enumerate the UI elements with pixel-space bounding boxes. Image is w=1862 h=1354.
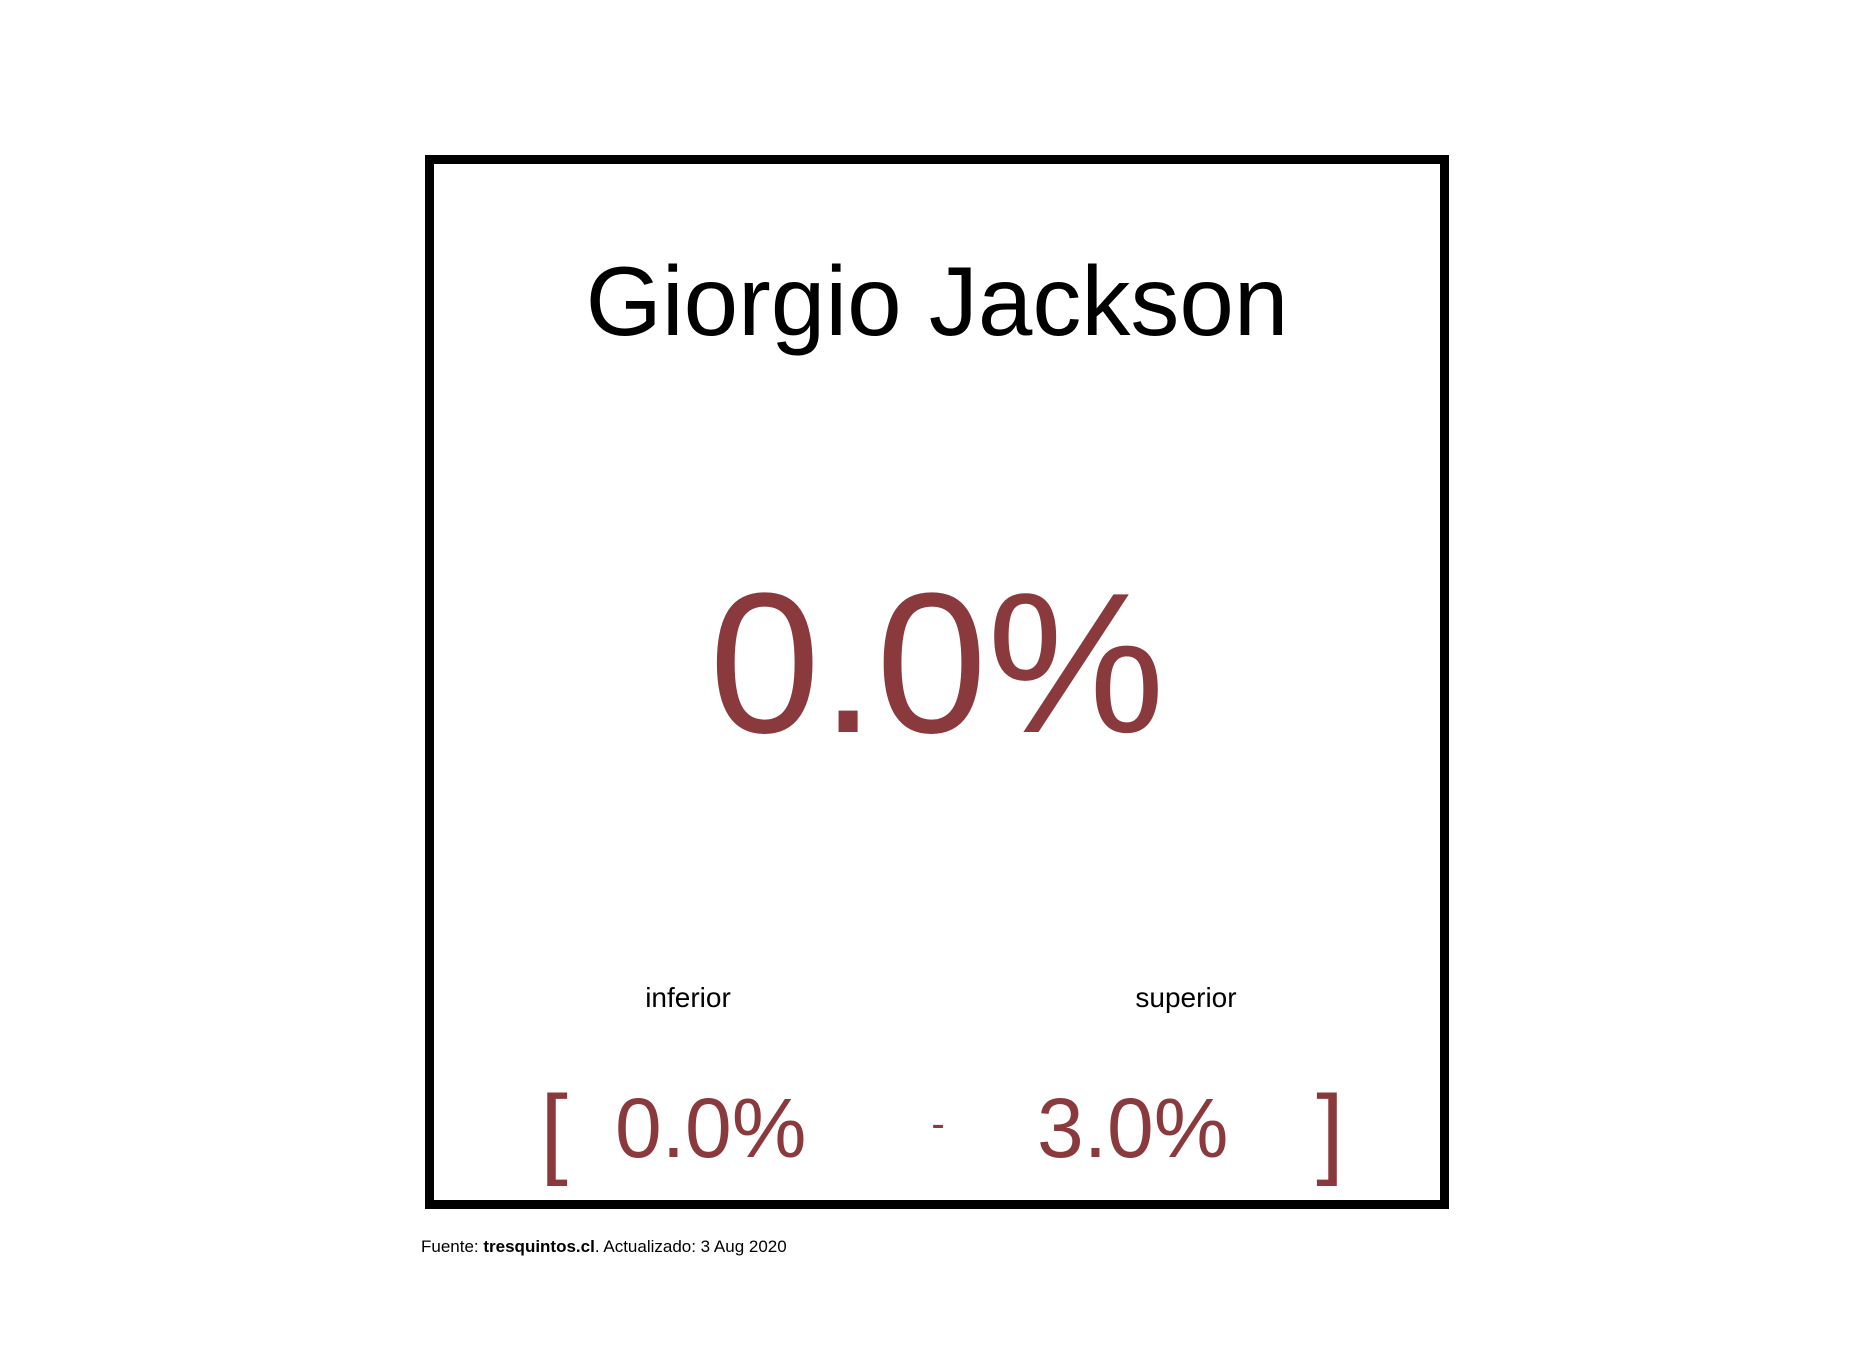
open-bracket: [ xyxy=(540,1075,568,1187)
range-separator: - xyxy=(931,1102,945,1146)
upper-bound-value: 3.0% xyxy=(1037,1081,1229,1175)
source-name: tresquintos.cl xyxy=(483,1237,595,1256)
source-footer: Fuente: tresquintos.cl. Actualizado: 3 A… xyxy=(421,1237,787,1257)
source-prefix: Fuente: xyxy=(421,1237,484,1256)
lower-bound-label: inferior xyxy=(645,982,731,1013)
candidate-name: Giorgio Jackson xyxy=(585,246,1289,356)
updated-text: . Actualizado: 3 Aug 2020 xyxy=(594,1237,787,1256)
estimate-card: Giorgio Jackson 0.0% inferior superior [… xyxy=(425,155,1449,1209)
close-bracket: ] xyxy=(1316,1075,1344,1187)
lower-bound-value: 0.0% xyxy=(615,1081,807,1175)
estimate-value: 0.0% xyxy=(709,552,1165,775)
upper-bound-label: superior xyxy=(1135,982,1237,1013)
